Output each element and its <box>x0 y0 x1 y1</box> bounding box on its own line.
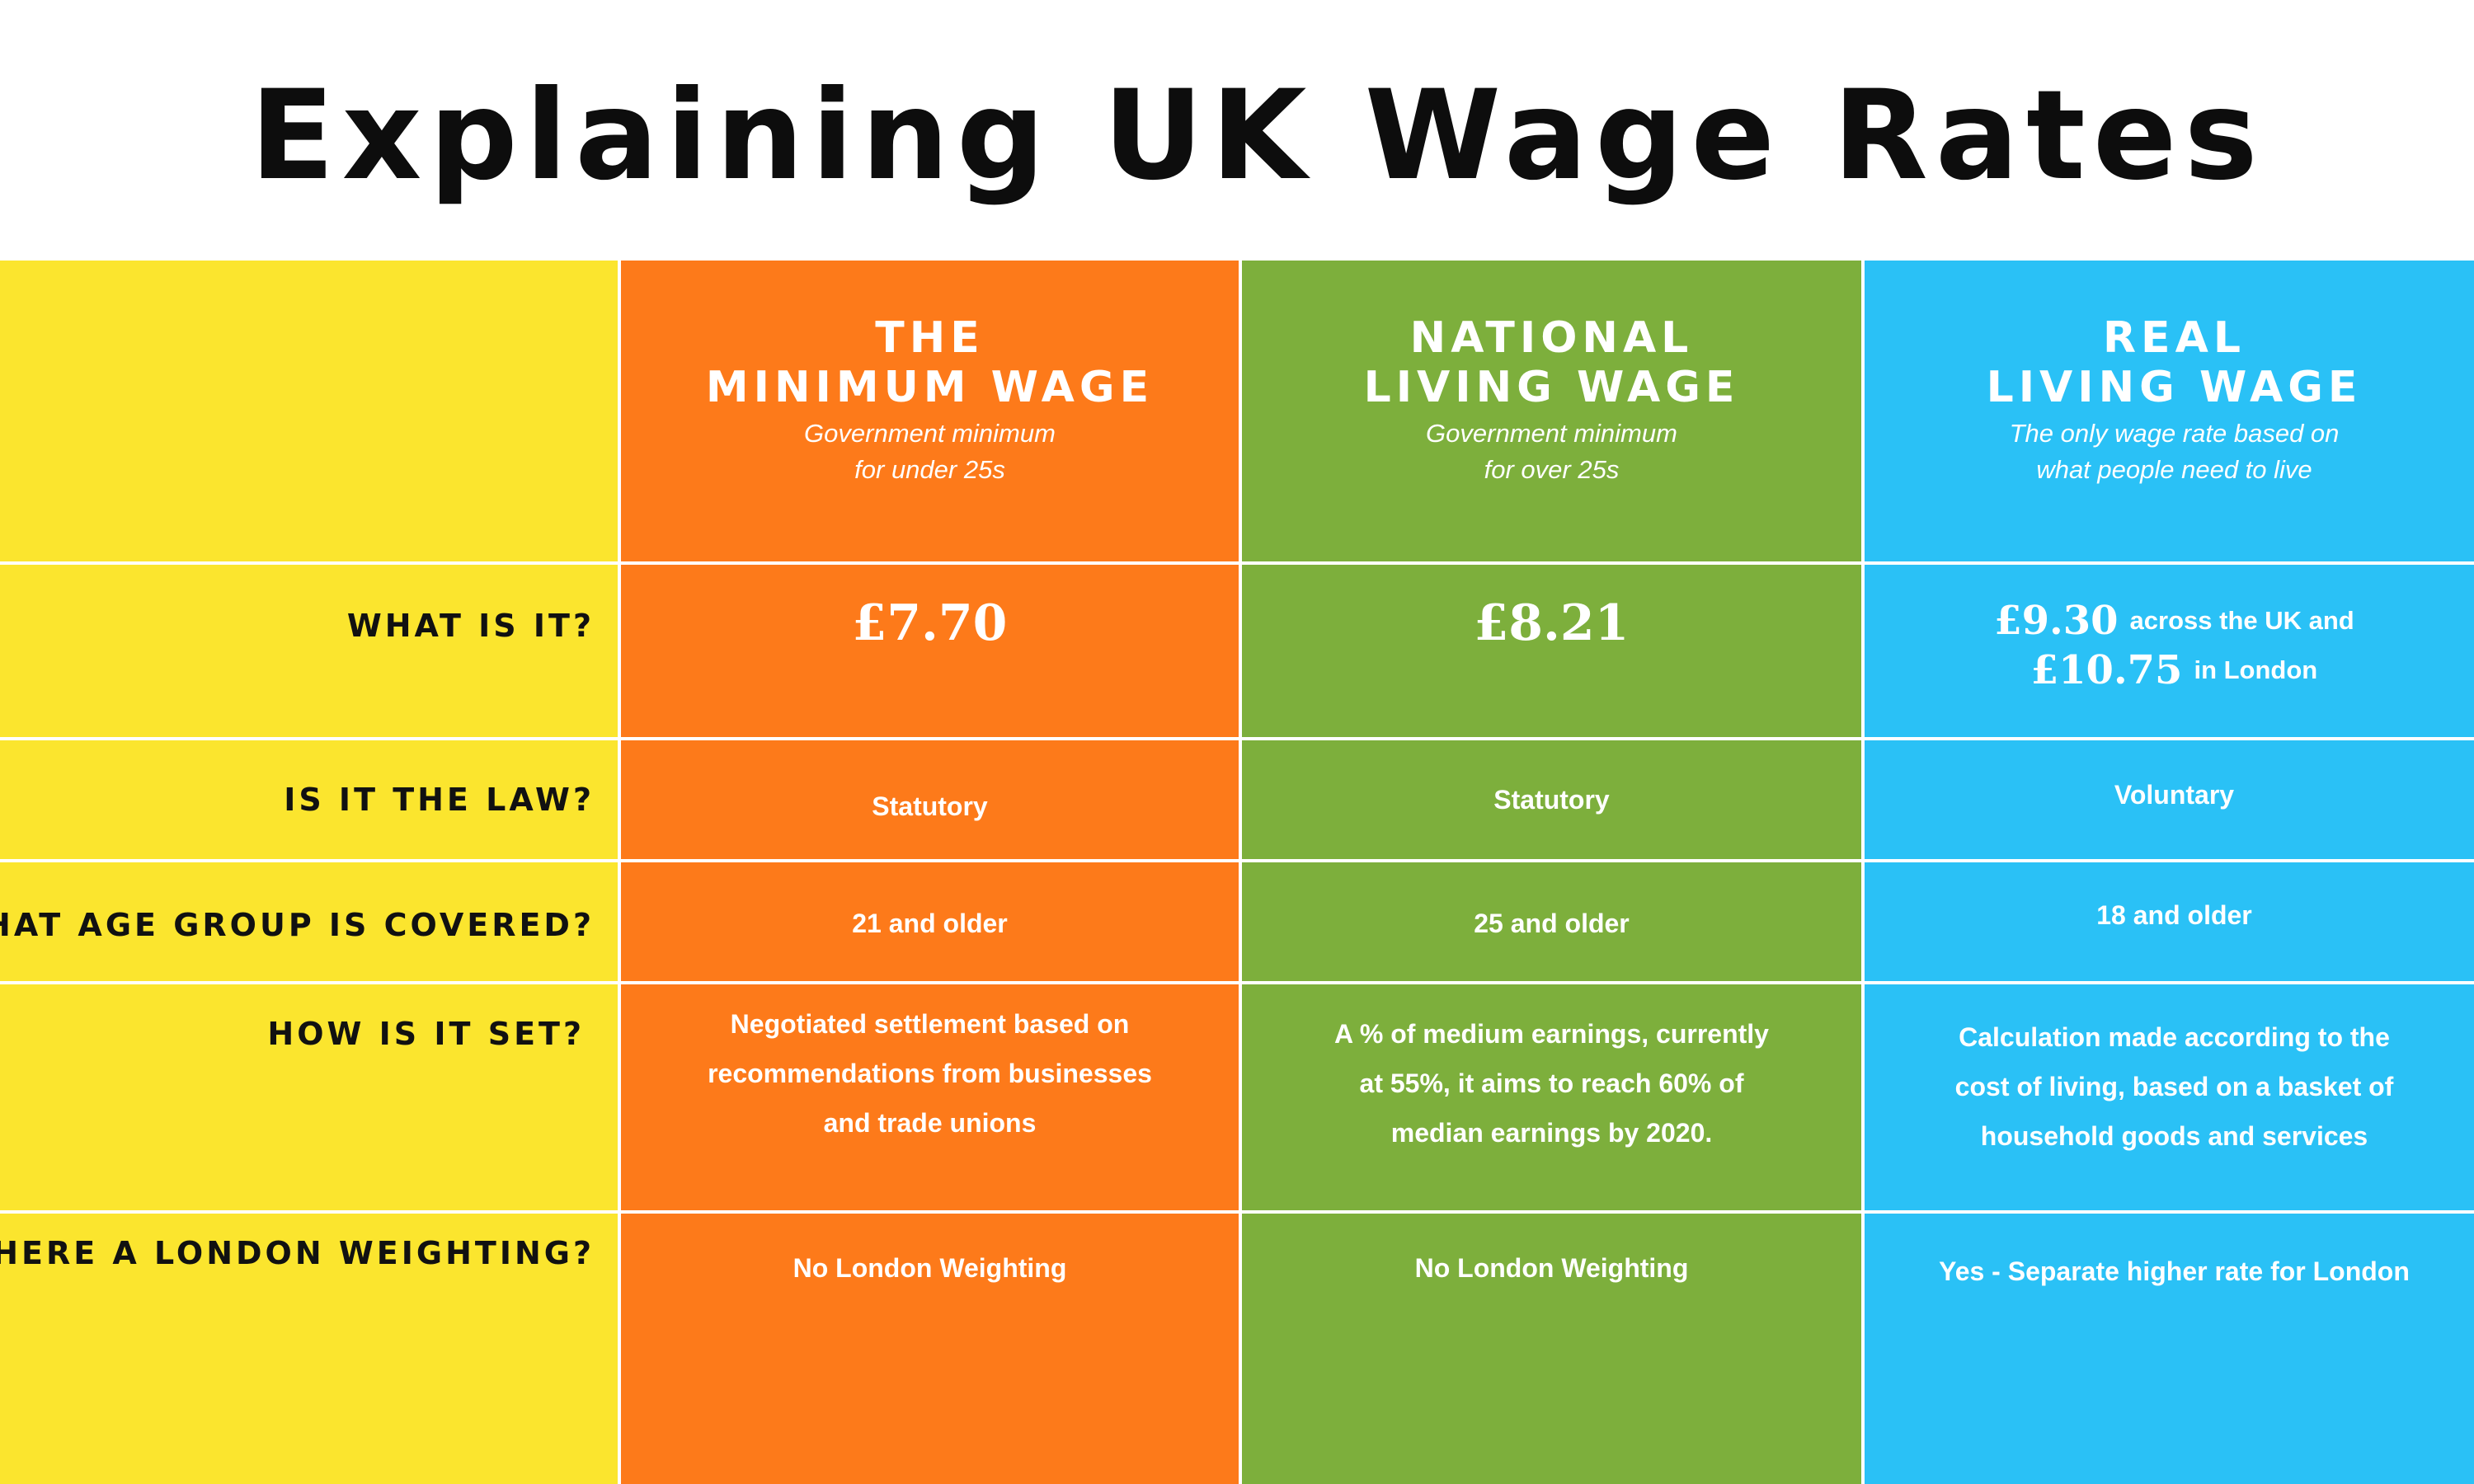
row-label-cell: WHAT IS IT? <box>0 565 618 737</box>
london-value: Yes - Separate higher rate for London <box>1939 1256 2410 1286</box>
page-title: Explaining UK Wage Rates <box>250 64 2265 208</box>
rate-cell: £7.70 <box>621 565 1239 737</box>
london-cell: No London Weighting <box>1242 1214 1861 1484</box>
method-cell: Negotiated settlement based on recommend… <box>621 984 1239 1210</box>
column-title: THE MINIMUM WAGE <box>705 313 1155 412</box>
header-national-living-wage: NATIONAL LIVING WAGE Government minimum … <box>1242 261 1861 561</box>
rate-value: £8.21 <box>1474 594 1630 652</box>
row-label-how-is-it-set: HOW IS IT SET? <box>267 1016 585 1052</box>
law-cell: Statutory <box>1242 740 1861 859</box>
london-value: No London Weighting <box>793 1253 1067 1283</box>
rate-uk-note: across the UK and <box>2129 606 2354 635</box>
law-cell: Statutory <box>621 740 1239 859</box>
method-text: A % of medium earnings, currently at 55%… <box>1334 1019 1769 1148</box>
law-value: Statutory <box>872 791 988 821</box>
age-value: 21 and older <box>852 909 1008 938</box>
column-subtitle: Government minimum for under 25s <box>804 419 1056 484</box>
rate-london-line: £10.75 in London <box>1865 647 2474 693</box>
row-label-london-weighting: IS THERE A LONDON WEIGHTING? <box>0 1235 595 1271</box>
age-value: 18 and older <box>2096 900 2252 930</box>
age-cell: 21 and older <box>621 862 1239 981</box>
row-label-cell: WHAT AGE GROUP IS COVERED? <box>0 862 618 981</box>
method-text: Calculation made according to the cost o… <box>1954 1022 2394 1151</box>
law-value: Statutory <box>1493 785 1610 815</box>
row-label-cell: HOW IS IT SET? <box>0 984 618 1210</box>
row-label-is-it-the-law: IS IT THE LAW? <box>284 782 595 818</box>
method-cell: Calculation made according to the cost o… <box>1865 984 2474 1210</box>
header-minimum-wage: THE MINIMUM WAGE Government minimum for … <box>621 261 1239 561</box>
law-cell: Voluntary <box>1865 740 2474 859</box>
london-cell: No London Weighting <box>621 1214 1239 1484</box>
rate-value: £7.70 <box>852 594 1008 652</box>
row-label-what-is-it: WHAT IS IT? <box>346 608 595 644</box>
rate-london-note: in London <box>2194 655 2318 684</box>
london-cell: Yes - Separate higher rate for London <box>1865 1214 2474 1484</box>
law-value: Voluntary <box>2114 780 2235 810</box>
rate-cell: £8.21 <box>1242 565 1861 737</box>
column-subtitle: The only wage rate based on what people … <box>2009 419 2340 484</box>
method-text: Negotiated settlement based on recommend… <box>708 1009 1152 1138</box>
column-subtitle: Government minimum for over 25s <box>1426 419 1677 484</box>
method-cell: A % of medium earnings, currently at 55%… <box>1242 984 1861 1210</box>
age-cell: 18 and older <box>1865 862 2474 981</box>
age-cell: 25 and older <box>1242 862 1861 981</box>
age-value: 25 and older <box>1474 909 1630 938</box>
header-blank-cell <box>0 261 618 561</box>
wage-comparison-table: THE MINIMUM WAGE Government minimum for … <box>0 261 2474 1484</box>
column-title: REAL LIVING WAGE <box>1986 313 2363 412</box>
rate-uk-line: £9.30 across the UK and <box>1865 598 2474 644</box>
london-value: No London Weighting <box>1414 1253 1689 1283</box>
row-label-cell: IS THERE A LONDON WEIGHTING? <box>0 1214 618 1484</box>
rate-uk-value: £9.30 <box>1994 598 2119 644</box>
rate-london-value: £10.75 <box>2030 647 2183 693</box>
header-real-living-wage: REAL LIVING WAGE The only wage rate base… <box>1865 261 2474 561</box>
row-label-cell: IS IT THE LAW? <box>0 740 618 859</box>
rate-cell: £9.30 across the UK and £10.75 in London <box>1865 565 2474 737</box>
column-title: NATIONAL LIVING WAGE <box>1363 313 1740 412</box>
row-label-age-group: WHAT AGE GROUP IS COVERED? <box>0 907 595 943</box>
